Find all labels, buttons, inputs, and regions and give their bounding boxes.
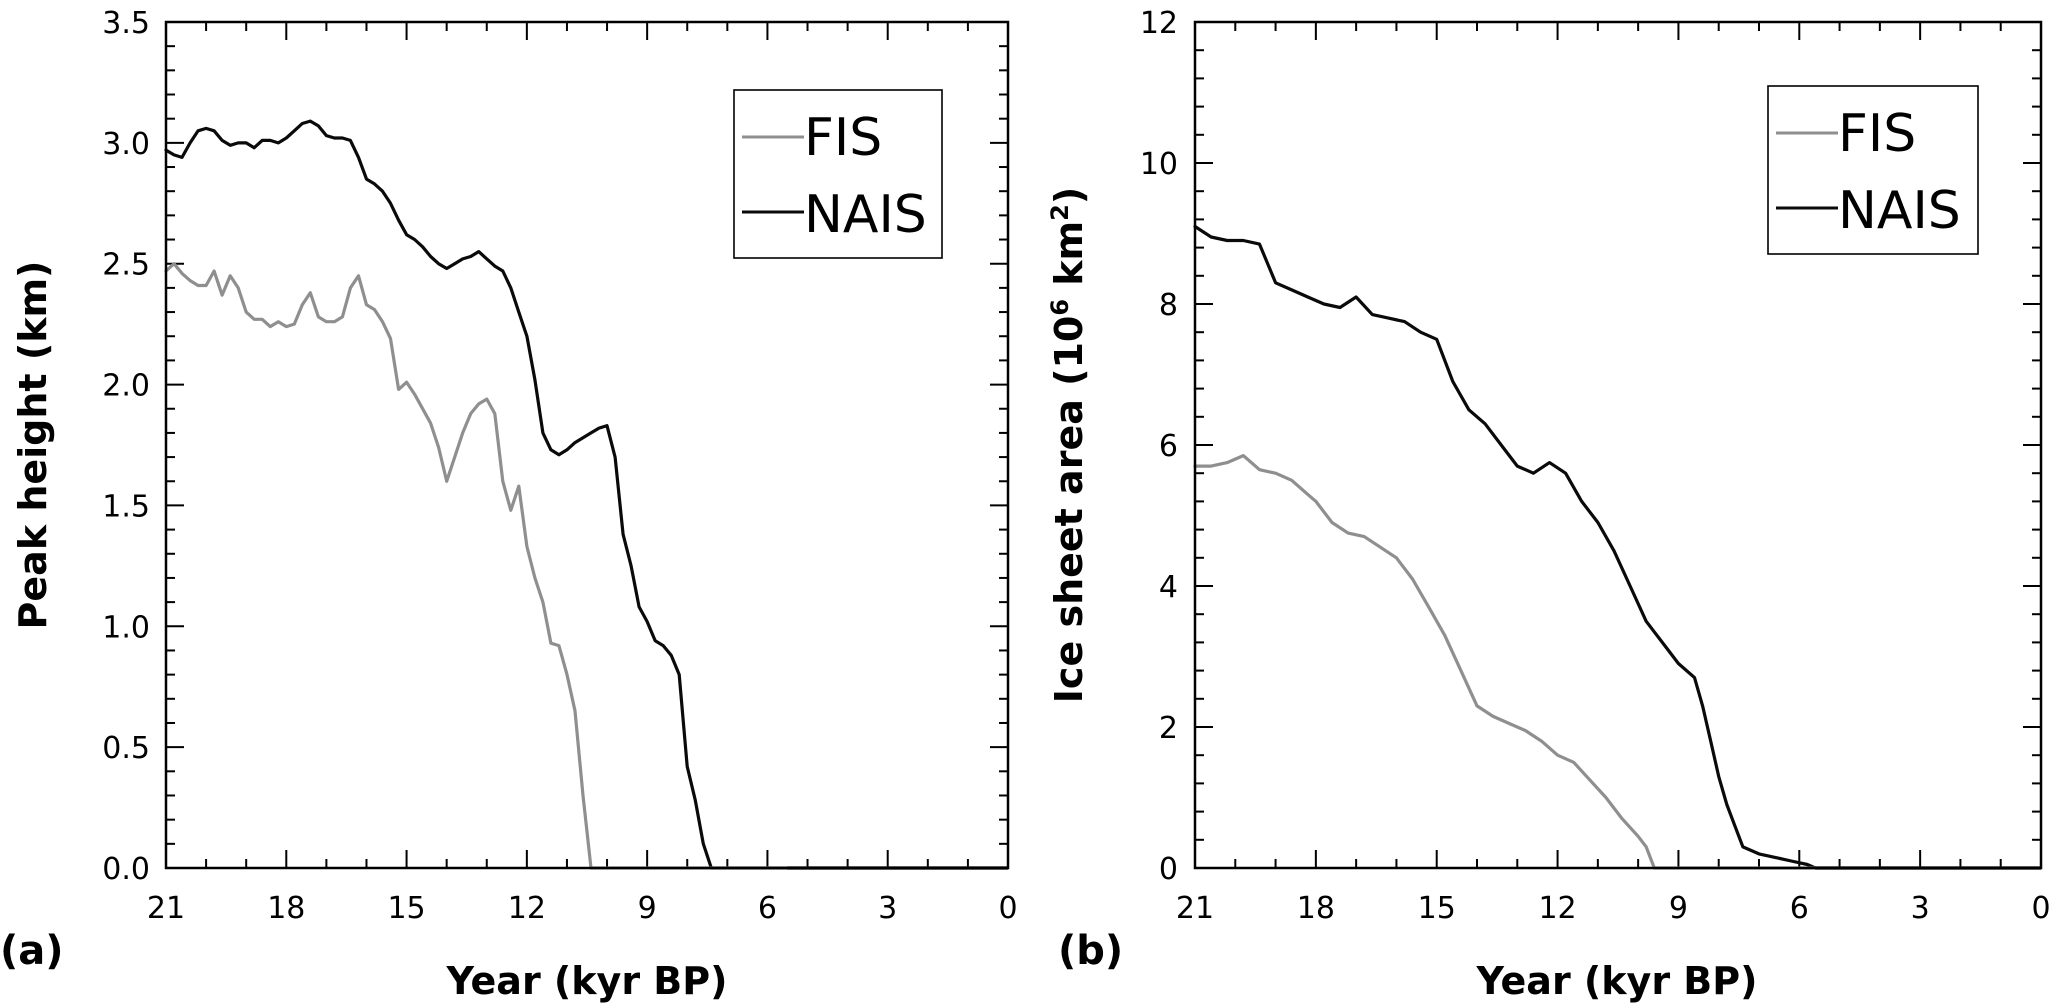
x-tick-label: 3 bbox=[878, 891, 897, 926]
series-line-fis bbox=[164, 262, 627, 870]
panel-b-plot-frame bbox=[1193, 20, 2043, 870]
x-tick-label: 15 bbox=[387, 891, 425, 926]
x-tick-label: 21 bbox=[147, 891, 185, 926]
x-tick-label: 18 bbox=[267, 891, 305, 926]
panel-a-y-axis-title: Peak height (km) bbox=[11, 261, 55, 630]
x-tick-label: 12 bbox=[1538, 891, 1576, 926]
panel-b-y-axis-title: Ice sheet area (106 km2) bbox=[1046, 187, 1091, 703]
panel-a-x-axis-title: Year (kyr BP) bbox=[446, 959, 728, 1003]
y-tick-label: 1.0 bbox=[102, 610, 150, 645]
series-line-fis bbox=[1193, 454, 1658, 870]
panel-b-x-axis-title: Year (kyr BP) bbox=[1476, 959, 1758, 1003]
panel-b-ticks bbox=[1194, 21, 2042, 869]
x-tick-label: 0 bbox=[2031, 891, 2050, 926]
x-tick-label: 6 bbox=[758, 891, 777, 926]
y-tick-label: 0 bbox=[1159, 852, 1178, 887]
panel-b-tick-labels: 21 18 15 12 9 6 3 0 0 2 4 6 8 10 12 bbox=[1140, 6, 2051, 926]
y-tick-label: 0.0 bbox=[102, 852, 150, 887]
x-tick-label: 6 bbox=[1790, 891, 1809, 926]
series-line-nais bbox=[1193, 224, 1818, 870]
x-tick-label: 18 bbox=[1297, 891, 1335, 926]
x-tick-label: 0 bbox=[998, 891, 1017, 926]
y-tick-label: 3.5 bbox=[102, 6, 150, 41]
panel-a-legend-box bbox=[733, 89, 943, 259]
panel-a-legend-label-fis: FIS bbox=[804, 108, 882, 168]
y-tick-label: 3.0 bbox=[102, 127, 150, 162]
y-tick-label: 2.0 bbox=[102, 369, 150, 404]
panel-b-legend: FIS NAIS bbox=[1767, 85, 1979, 255]
x-tick-label: 9 bbox=[1669, 891, 1688, 926]
panel-b-legend-label-fis: FIS bbox=[1838, 104, 1916, 164]
panel-b-label: (b) bbox=[1058, 928, 1123, 974]
y-tick-label: 2 bbox=[1159, 711, 1178, 746]
x-tick-label: 21 bbox=[1176, 891, 1214, 926]
x-tick-label: 3 bbox=[1911, 891, 1930, 926]
panel-a-legend: FIS NAIS bbox=[733, 89, 943, 259]
panel-a: 21 18 15 12 9 6 3 0 0.0 0.5 1.0 1.5 2.0 2.5 3.0 3.5 FIS… bbox=[0, 6, 1018, 1003]
panel-a-tick-labels: 21 18 15 12 9 6 3 0 0.0 0.5 1.0 1.5 2.0 2.5 3.0 3.5 bbox=[102, 6, 1017, 926]
y-tick-label: 10 bbox=[1140, 147, 1178, 182]
y-tick-label: 2.5 bbox=[102, 248, 150, 283]
series-line-nais bbox=[164, 119, 790, 870]
panel-b: 21 18 15 12 9 6 3 0 0 2 4 6 8 10 12 FIS NAIS Ice sheet… bbox=[1046, 6, 2051, 1003]
panel-b-legend-label-nais: NAIS bbox=[1838, 181, 1961, 241]
y-tick-label: 12 bbox=[1140, 6, 1178, 41]
panel-a-plot-frame bbox=[164, 20, 1010, 870]
panel-b-legend-box bbox=[1767, 85, 1979, 255]
panel-a-legend-label-nais: NAIS bbox=[804, 185, 927, 245]
y-tick-label: 4 bbox=[1159, 570, 1178, 605]
x-tick-label: 15 bbox=[1418, 891, 1456, 926]
y-tick-label: 6 bbox=[1159, 429, 1178, 464]
panel-a-label: (a) bbox=[0, 928, 64, 974]
y-tick-label: 1.5 bbox=[102, 489, 150, 524]
x-tick-label: 9 bbox=[638, 891, 657, 926]
x-tick-label: 12 bbox=[508, 891, 546, 926]
y-tick-label: 8 bbox=[1159, 288, 1178, 323]
y-tick-label: 0.5 bbox=[102, 731, 150, 766]
